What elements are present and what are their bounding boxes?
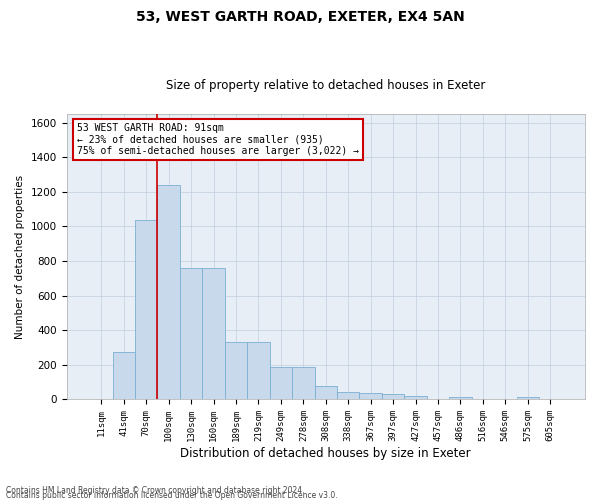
Bar [314,386,337,400]
Bar [135,220,157,400]
Bar [202,268,225,400]
Bar [269,368,292,400]
Bar [157,185,180,400]
Bar [517,397,539,400]
Text: 53, WEST GARTH ROAD, EXETER, EX4 5AN: 53, WEST GARTH ROAD, EXETER, EX4 5AN [136,10,464,24]
Title: Size of property relative to detached houses in Exeter: Size of property relative to detached ho… [166,79,485,92]
Bar [359,394,382,400]
Bar [247,342,269,400]
Bar [449,397,472,400]
X-axis label: Distribution of detached houses by size in Exeter: Distribution of detached houses by size … [181,447,471,460]
Y-axis label: Number of detached properties: Number of detached properties [15,174,25,339]
Text: Contains public sector information licensed under the Open Government Licence v3: Contains public sector information licen… [6,491,338,500]
Bar [404,396,427,400]
Bar [337,392,359,400]
Bar [292,368,314,400]
Bar [113,352,135,400]
Bar [90,398,113,400]
Bar [382,394,404,400]
Text: Contains HM Land Registry data © Crown copyright and database right 2024.: Contains HM Land Registry data © Crown c… [6,486,305,495]
Bar [225,342,247,400]
Bar [180,268,202,400]
Text: 53 WEST GARTH ROAD: 91sqm
← 23% of detached houses are smaller (935)
75% of semi: 53 WEST GARTH ROAD: 91sqm ← 23% of detac… [77,122,359,156]
